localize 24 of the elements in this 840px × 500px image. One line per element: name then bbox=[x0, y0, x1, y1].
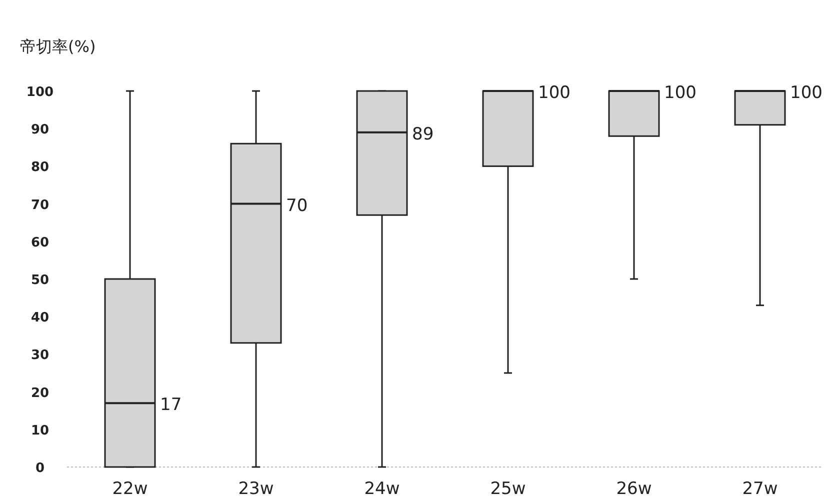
y-tick-label: 50 bbox=[30, 273, 50, 288]
x-tick-label: 22w bbox=[112, 479, 148, 499]
annotation: 17 bbox=[160, 395, 182, 416]
x-tick-label: 25w bbox=[490, 479, 526, 499]
y-tick-label: 100 bbox=[26, 85, 54, 100]
y-tick-label: 90 bbox=[30, 122, 50, 138]
y-tick-label: 70 bbox=[30, 198, 50, 213]
x-tick-label: 23w bbox=[238, 479, 274, 499]
y-tick-label: 0 bbox=[35, 461, 45, 476]
x-tick-label: 27w bbox=[742, 479, 778, 499]
x-tick-label: 26w bbox=[616, 479, 652, 499]
annotation: 100 bbox=[790, 83, 822, 103]
y-tick-label: 60 bbox=[30, 235, 50, 250]
y-axis-title: 帝切率(%) bbox=[20, 37, 96, 56]
x-tick-label: 24w bbox=[364, 479, 400, 499]
y-tick-label: 40 bbox=[30, 310, 50, 326]
annotation: 70 bbox=[286, 196, 308, 216]
y-tick-label: 10 bbox=[30, 423, 50, 438]
y-tick-label: 30 bbox=[30, 348, 50, 364]
annotation: 100 bbox=[664, 83, 696, 103]
annotation: 100 bbox=[538, 83, 570, 103]
y-tick-label: 20 bbox=[30, 386, 50, 401]
annotation: 89 bbox=[412, 124, 434, 144]
y-tick-label: 80 bbox=[30, 160, 50, 176]
